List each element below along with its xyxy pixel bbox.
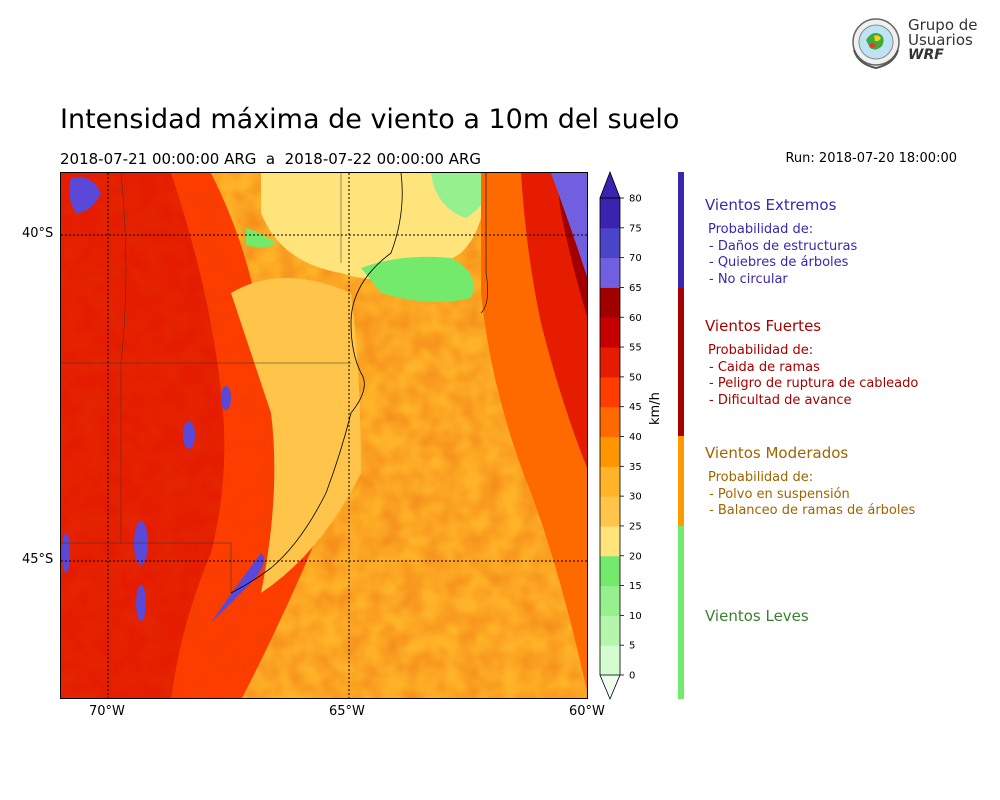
colorbar-tick-label: 70 — [629, 253, 642, 264]
logo-wordmark: Grupo de Usuarios WRF — [908, 18, 978, 63]
colorbar-segment — [600, 585, 620, 616]
run-timestamp: Run: 2018-07-20 18:00:00 — [785, 151, 957, 166]
calm-zone-north — [431, 173, 491, 218]
colorbar-segment — [600, 287, 620, 318]
colorbar-segment — [600, 555, 620, 587]
category-item: - Peligro de ruptura de cableado — [709, 376, 919, 391]
category-bar — [678, 172, 684, 699]
lon-label-60w: 60°W — [569, 704, 605, 719]
colorbar-tick-label: 15 — [629, 581, 642, 592]
category-items: Probabilidad de: - Caida de ramas - Peligr… — [708, 343, 918, 409]
colorbar-segment — [600, 525, 620, 557]
category-bar-segment — [678, 172, 684, 288]
colorbar-max-arrow — [599, 170, 621, 199]
colorbar-tick-label: 25 — [629, 521, 642, 532]
central-moderate-zone — [231, 278, 361, 593]
colorbar-segment — [600, 198, 620, 229]
colorbar-segment — [600, 376, 620, 408]
page-title: Intensidad máxima de viento a 10m del su… — [60, 104, 680, 135]
colorbar-segment — [600, 645, 620, 676]
colorbar-segment — [600, 436, 620, 467]
colorbar: 0 5 10 15 20 25 30 35 40 45 50 55 60 65 70 75 80 — [599, 170, 642, 701]
category-item: - No circular — [709, 271, 788, 287]
colorbar-unit: km/h — [648, 392, 663, 425]
coastline — [230, 173, 403, 594]
logo-line-3: WRF — [908, 47, 944, 63]
category-bar-segment — [678, 526, 684, 699]
category-item: - Caida de ramas — [709, 359, 820, 375]
category-item: - Dificultad de avance — [709, 392, 852, 408]
category-title: Vientos Leves — [705, 607, 809, 625]
colorbar-tick-label: 20 — [629, 551, 642, 562]
colorbar-min-arrow — [599, 674, 621, 701]
colorbar-tick-label: 75 — [629, 223, 642, 234]
east-extreme-zone — [551, 173, 587, 277]
coast-north — [480, 173, 488, 314]
category-item: - Daños de estructuras — [709, 238, 858, 254]
lat-label-45s: 45°S — [22, 552, 54, 567]
lat-label-40s: 40°S — [22, 226, 54, 241]
category-items: Probabilidad de: - Daños de estructuras - … — [708, 222, 857, 288]
wind-intensity-map — [60, 172, 588, 699]
colorbar-tick-label: 45 — [629, 402, 642, 413]
category-item: Probabilidad de: — [708, 470, 814, 485]
logo-line-1: Grupo de — [908, 16, 978, 34]
globe-seal-icon — [852, 18, 900, 70]
category-items: Probabilidad de: - Polvo en suspensión - B… — [708, 470, 915, 520]
colorbar-tick-label: 35 — [629, 462, 642, 473]
category-item: Probabilidad de: — [708, 222, 814, 237]
map-canvas — [61, 173, 587, 698]
colorbar-tick-label: 80 — [629, 194, 642, 205]
province-borders — [61, 173, 351, 593]
calm-zone-bay — [361, 256, 474, 302]
colorbar-tick-label: 55 — [629, 343, 642, 354]
colorbar-tick-label: 10 — [629, 611, 642, 622]
colorbar-segment — [600, 317, 620, 348]
graticule — [61, 173, 587, 698]
category-title: Vientos Extremos — [705, 196, 837, 214]
logo-line-2: Usuarios — [908, 31, 973, 49]
colorbar-segment — [600, 347, 620, 378]
category-item: - Polvo en suspensión — [709, 486, 850, 502]
category-bar-segment — [678, 436, 684, 526]
lon-label-70w: 70°W — [89, 704, 125, 719]
category-bar-segment — [678, 288, 684, 436]
colorbar-tick-label: 40 — [629, 432, 642, 443]
category-item: Probabilidad de: — [708, 343, 814, 358]
colorbar-tick-label: 50 — [629, 372, 642, 383]
category-title: Vientos Fuertes — [705, 317, 822, 335]
extreme-wind-patches — [62, 177, 265, 623]
category-item: - Quiebres de árboles — [709, 255, 849, 270]
category-item: - Balanceo de ramas de árboles — [709, 503, 916, 518]
north-light-zone — [261, 173, 484, 280]
colorbar-tick-label: 60 — [629, 313, 642, 324]
colorbar-segment — [600, 257, 620, 288]
lon-label-65w: 65°W — [329, 704, 365, 719]
category-title: Vientos Moderados — [705, 444, 849, 462]
colorbar-tick-label: 5 — [629, 641, 635, 652]
grupo-usuarios-wrf-logo — [852, 18, 900, 70]
colorbar-tick-label: 0 — [629, 671, 635, 682]
colorbar-tick-label: 30 — [629, 492, 642, 503]
colorbar-segment — [600, 496, 620, 527]
colorbar-tick-label: 65 — [629, 283, 642, 294]
forecast-period: 2018-07-21 00:00:00 ARG a 2018-07-22 00:… — [60, 150, 482, 168]
colorbar-segment — [600, 227, 620, 259]
colorbar-segment — [600, 466, 620, 497]
calm-zone-west — [246, 228, 276, 248]
colorbar-segment — [600, 615, 620, 646]
colorbar-segment — [600, 406, 620, 437]
